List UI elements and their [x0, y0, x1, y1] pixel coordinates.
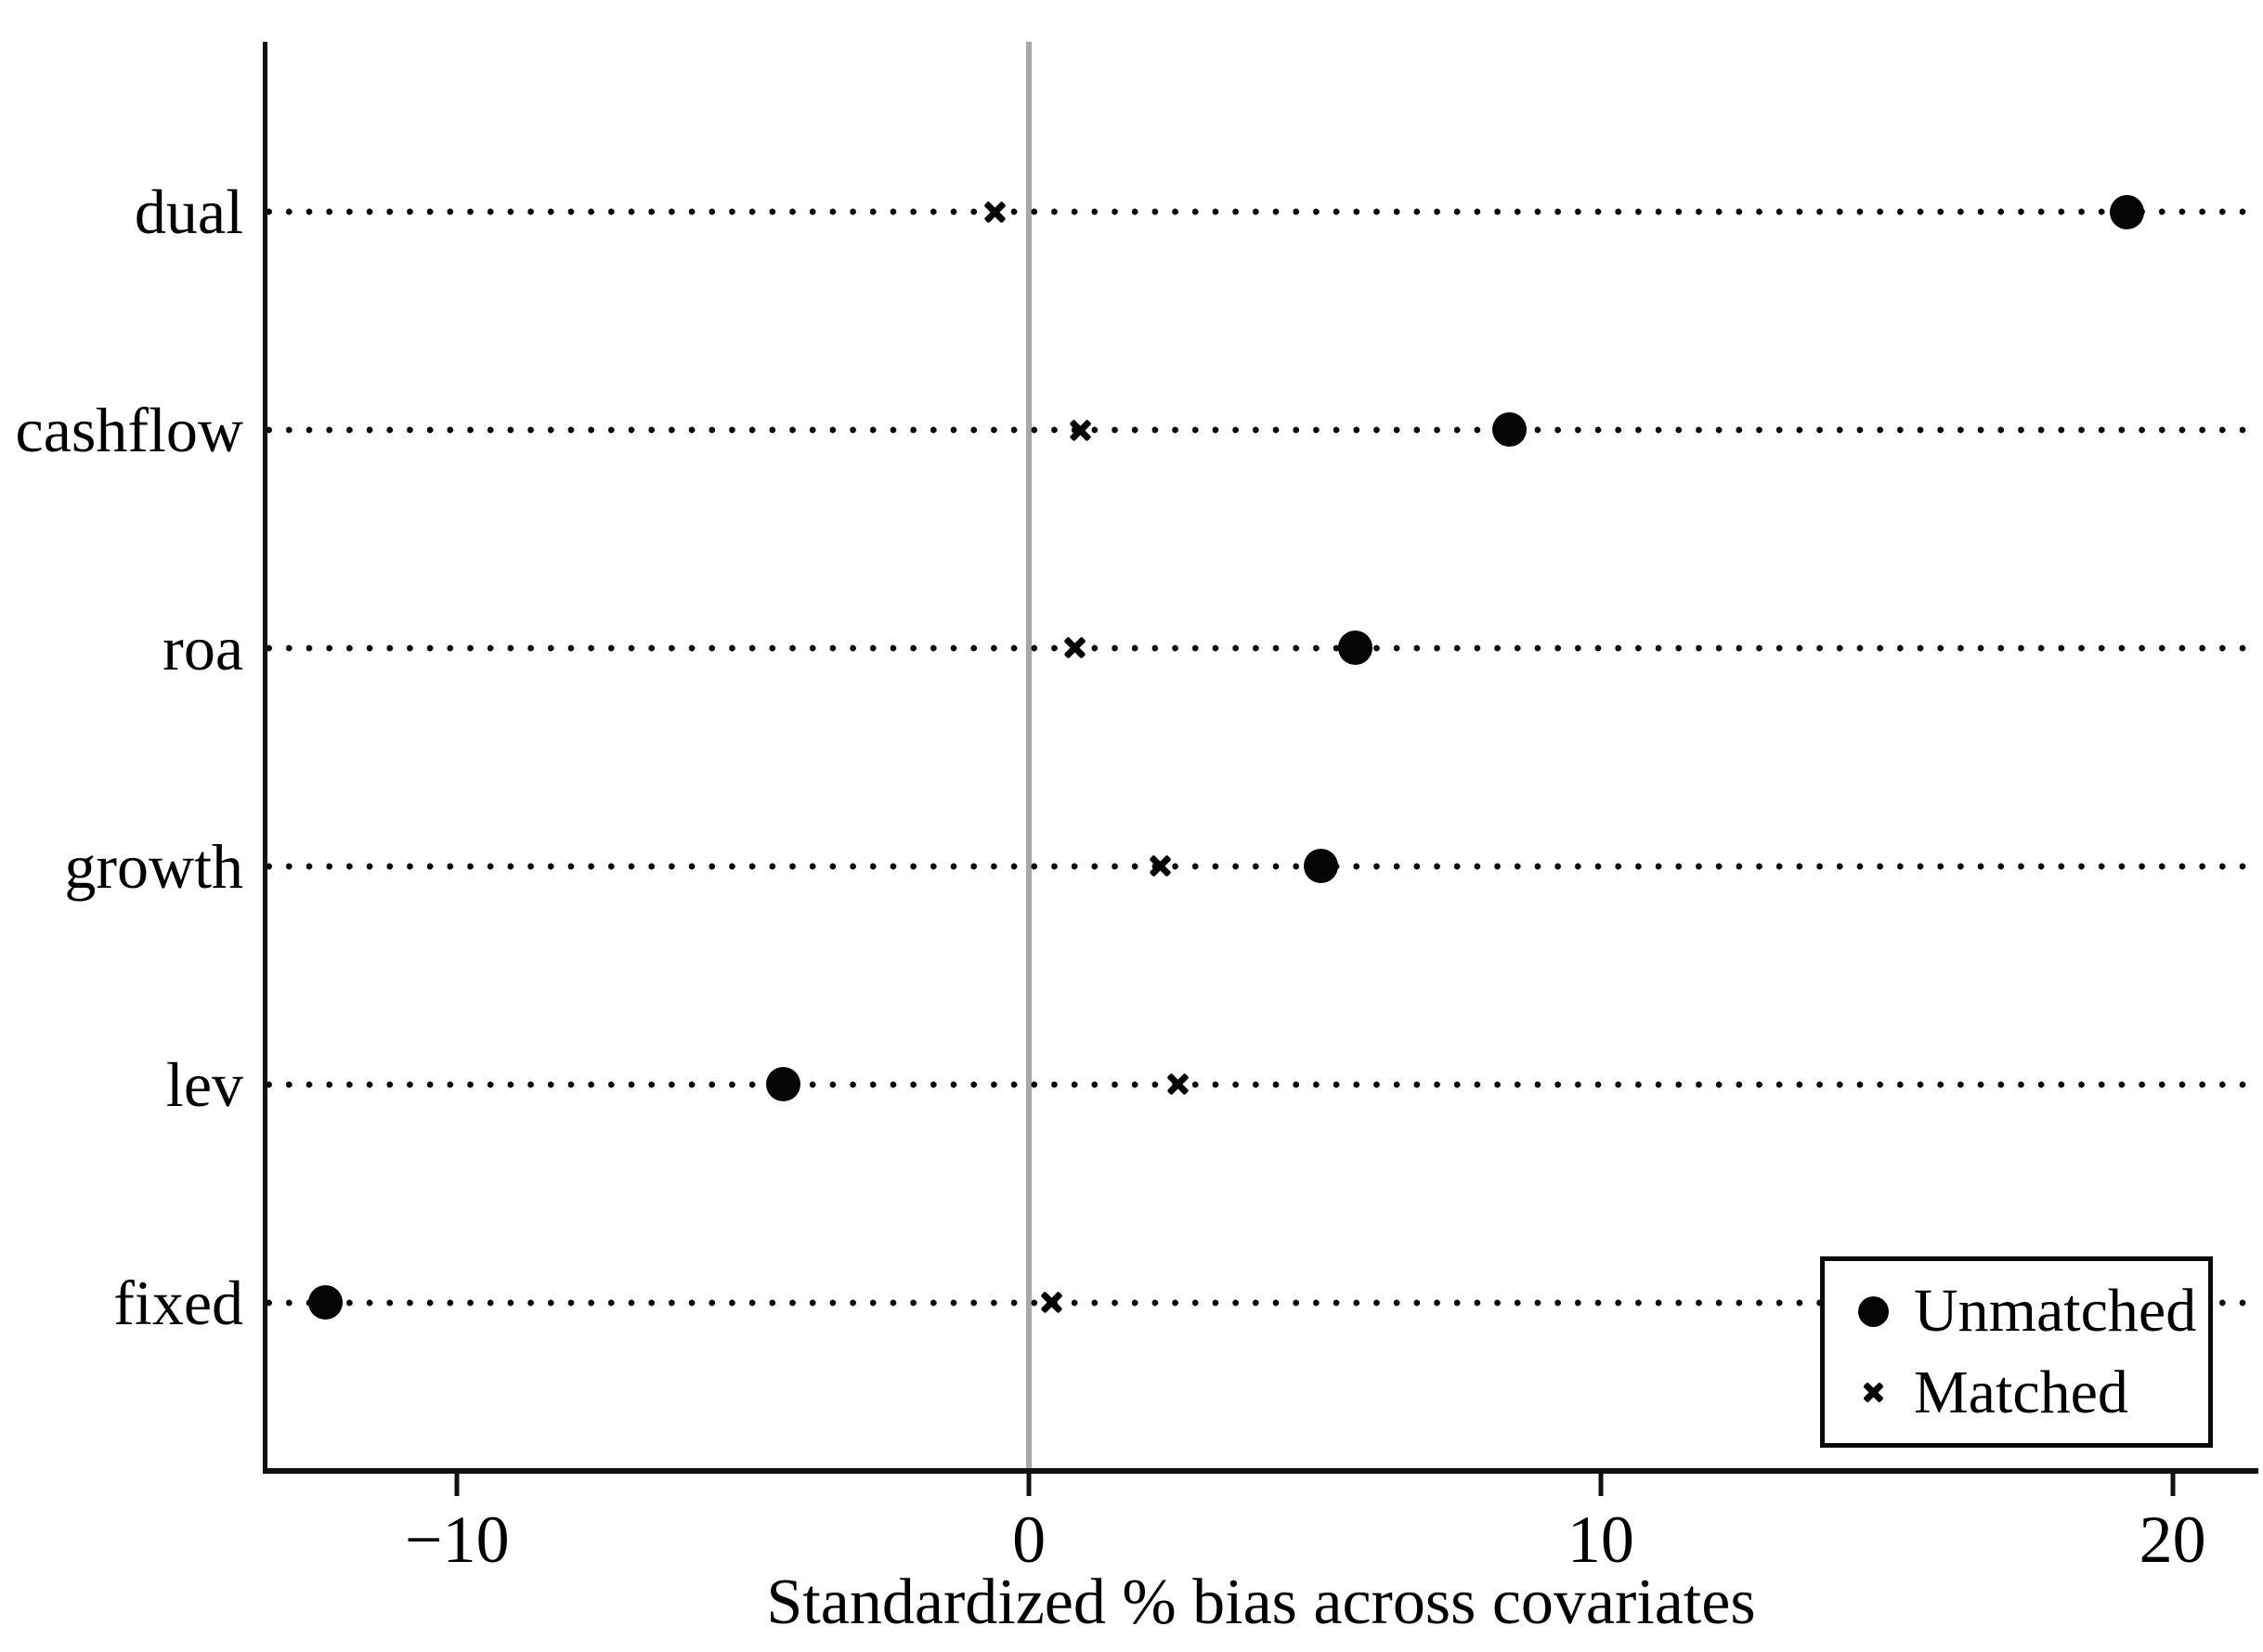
category-label-cashflow: cashflow	[15, 394, 243, 465]
gridline-growth	[266, 862, 2255, 870]
x-tick--10	[454, 1471, 460, 1496]
point-unmatched-roa	[1337, 631, 1372, 666]
point-matched-growth	[1148, 853, 1173, 878]
category-label-dual: dual	[134, 176, 243, 247]
x-tick-label-20: 20	[2139, 1502, 2206, 1577]
point-unmatched-growth	[1303, 849, 1338, 884]
zero-reference-line	[1026, 42, 1033, 1469]
x-tick-0	[1026, 1471, 1032, 1496]
gridline-cashflow	[266, 425, 2255, 434]
unmatched-circle-marker-icon	[1857, 1295, 1889, 1327]
point-unmatched-cashflow	[1491, 412, 1527, 448]
x-tick-20	[2170, 1471, 2176, 1496]
point-matched-dual	[982, 200, 1008, 225]
x-tick-10	[1598, 1471, 1604, 1496]
category-label-growth: growth	[64, 830, 243, 902]
x-axis-title: Standardized % bias across covariates	[766, 1567, 1756, 1638]
gridline-roa	[266, 644, 2255, 652]
point-unmatched-fixed	[308, 1285, 344, 1320]
legend-marker-box	[1847, 1295, 1899, 1327]
y-axis-line	[263, 42, 267, 1473]
x-tick-label--10: −10	[404, 1502, 510, 1577]
point-unmatched-dual	[2109, 194, 2144, 229]
legend-label-matched: Matched	[1914, 1358, 2128, 1426]
legend-entry-matched: Matched	[1825, 1358, 2208, 1426]
point-matched-lev	[1165, 1072, 1190, 1097]
category-label-fixed: fixed	[113, 1267, 243, 1338]
point-unmatched-lev	[765, 1067, 800, 1102]
matched-x-marker-icon	[1862, 1381, 1885, 1404]
legend-entry-unmatched: Unmatched	[1825, 1281, 2208, 1342]
gridline-lev	[266, 1080, 2255, 1088]
point-matched-fixed	[1039, 1290, 1064, 1315]
point-matched-roa	[1062, 635, 1087, 660]
gridline-fixed	[266, 1298, 2255, 1307]
x-axis-line	[263, 1468, 2258, 1474]
point-matched-cashflow	[1068, 417, 1093, 442]
legend-label-unmatched: Unmatched	[1914, 1277, 2197, 1346]
x-tick-label-0: 0	[1012, 1502, 1047, 1577]
gridline-dual	[266, 208, 2255, 215]
category-label-roa: roa	[163, 612, 243, 683]
legend-marker-box	[1847, 1381, 1899, 1404]
legend: Unmatched Matched	[1820, 1256, 2213, 1448]
x-tick-label-10: 10	[1567, 1502, 1634, 1577]
category-label-lev: lev	[165, 1048, 243, 1120]
